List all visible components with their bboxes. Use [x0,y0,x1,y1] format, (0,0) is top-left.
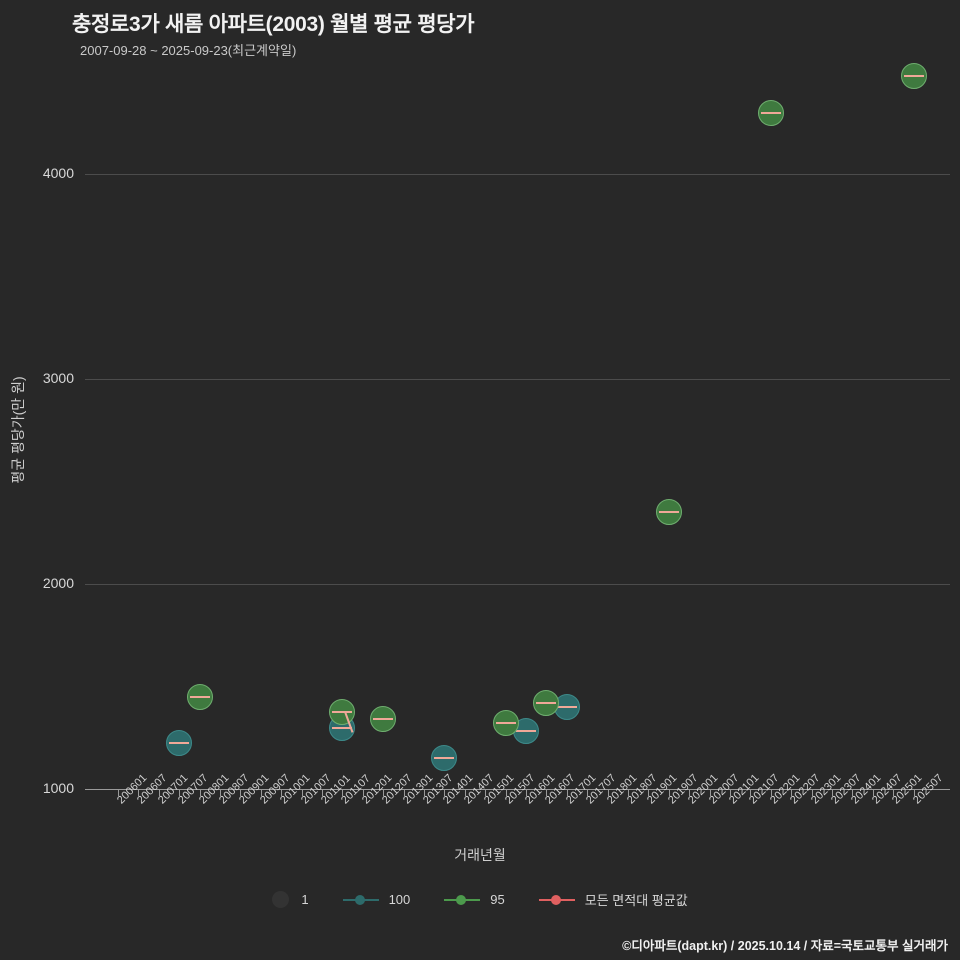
x-tick [444,789,446,796]
mean-value-line [332,711,353,714]
x-tick [791,789,793,796]
mean-value-line [332,726,353,729]
x-tick [832,789,833,796]
legend-item-95[interactable]: 95 [444,892,505,907]
mean-value-line [536,701,557,704]
x-tick [750,789,752,796]
legend-size-label: 1 [301,892,309,907]
x-tick [730,789,731,796]
legend-item-size[interactable]: 1 [272,891,309,908]
gridline [85,584,950,585]
chart-title: 충정로3가 새롬 아파트(2003) 월별 평균 평당가 [72,13,475,36]
legend-item-100[interactable]: 100 [342,892,411,907]
data-point[interactable] [186,683,213,710]
data-point[interactable] [900,62,927,89]
mean-value-line [434,757,455,760]
x-tick [893,789,895,796]
data-point[interactable] [329,699,356,726]
mean-value-line [658,511,679,514]
legend-label-95: 95 [490,892,505,907]
x-tick [138,789,140,796]
x-tick [628,789,629,796]
y-tick-label: 4000 [42,165,74,181]
legend-line-icon-mean [538,894,575,905]
x-tick [199,789,201,796]
x-axis-line [85,789,950,790]
x-tick [566,789,568,796]
mean-value-line [495,722,516,725]
y-tick-label: 3000 [42,370,74,386]
y-axis-label: 평균 평당가(만 원) [8,330,28,530]
y-axis-label-text: 평균 평당가(만 원) [10,376,26,484]
legend-item-mean[interactable]: 모든 면적대 평균값 [538,890,688,909]
x-tick [424,789,425,796]
data-point[interactable] [492,710,519,737]
mean-value-line [169,741,190,744]
x-tick [383,789,385,796]
data-point[interactable] [431,745,458,772]
footer-credit: ©디아파트(dapt.kr) / 2025.10.14 / 자료=국토교통부 실… [622,939,948,953]
x-tick [668,789,670,796]
x-tick [913,789,915,796]
x-tick [342,789,344,796]
x-tick [709,789,711,796]
x-tick [118,789,119,796]
data-point[interactable] [757,99,784,126]
x-tick [464,789,466,796]
x-tick [811,789,813,796]
x-tick [607,789,609,796]
x-tick [220,789,221,796]
gridline [85,379,950,380]
mean-value-line [373,718,394,721]
data-point[interactable] [533,689,560,716]
y-tick-label: 1000 [42,780,74,796]
legend-size-bubble-icon [272,891,290,908]
data-point[interactable] [655,499,682,526]
legend-line-icon-100 [342,894,379,905]
legend-label-mean: 모든 면적대 평균값 [584,893,688,908]
mean-value-line [556,706,577,708]
x-tick [546,789,548,796]
x-tick [852,789,854,796]
mean-value-line [903,74,924,77]
x-tick [648,789,650,796]
chart-subtitle: 2007-09-28 ~ 2025-09-23(최근계약일) [80,43,297,58]
x-tick [322,789,323,796]
x-axis-label: 거래년월 [454,847,506,863]
x-tick [260,789,262,796]
x-tick [505,789,507,796]
gridline [85,174,950,175]
x-tick [158,789,160,796]
x-tick [281,789,283,796]
x-tick [587,789,589,796]
plot-area [85,62,950,790]
mean-value-line [760,111,781,114]
chart-legend: 1 100 95 모든 면적대 평균값 [0,890,960,909]
x-tick [362,789,364,796]
x-tick [689,789,691,796]
legend-line-icon-95 [444,894,481,905]
x-tick [301,789,303,796]
x-tick [872,789,874,796]
x-tick [240,789,242,796]
data-point[interactable] [370,706,397,733]
x-tick [485,789,487,796]
y-tick-label: 2000 [42,575,74,591]
legend-label-100: 100 [388,892,411,907]
mean-value-line [189,695,210,698]
data-point[interactable] [166,729,193,756]
x-tick [403,789,405,796]
x-tick [770,789,772,796]
x-tick [179,789,181,796]
mean-value-line [515,729,537,732]
x-tick [526,789,527,796]
